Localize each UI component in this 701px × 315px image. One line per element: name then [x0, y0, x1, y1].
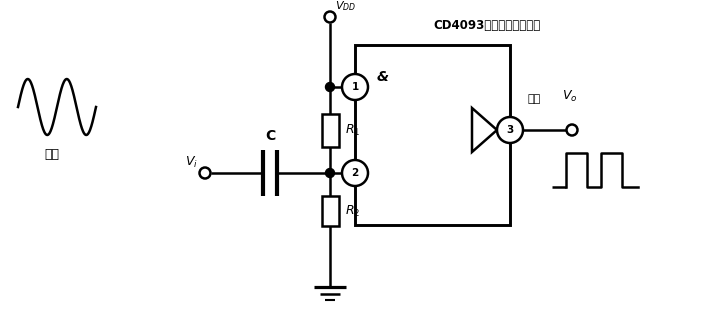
Text: &: &	[377, 70, 389, 84]
Text: 1: 1	[351, 82, 359, 92]
Text: 2: 2	[351, 168, 359, 178]
Text: 输入: 输入	[44, 148, 60, 162]
Text: $V_o$: $V_o$	[562, 89, 578, 104]
Bar	[355, 45, 510, 225]
Circle shape	[342, 160, 368, 186]
Text: $V_i$: $V_i$	[185, 155, 198, 170]
Text: 3: 3	[506, 125, 514, 135]
Circle shape	[342, 74, 368, 100]
Circle shape	[566, 124, 578, 135]
Text: 输出: 输出	[527, 94, 540, 104]
Circle shape	[325, 169, 334, 177]
Text: $R_1$: $R_1$	[346, 123, 361, 138]
Circle shape	[497, 117, 523, 143]
Circle shape	[200, 168, 210, 179]
Text: $V_{DD}$: $V_{DD}$	[335, 0, 356, 13]
Text: C: C	[265, 129, 275, 143]
Circle shape	[325, 12, 336, 22]
Bar	[322, 196, 339, 226]
Circle shape	[325, 83, 334, 91]
Text: $R_2$: $R_2$	[346, 203, 361, 219]
Bar	[322, 113, 339, 146]
Text: CD4093（施密特触发器）: CD4093（施密特触发器）	[434, 19, 541, 32]
